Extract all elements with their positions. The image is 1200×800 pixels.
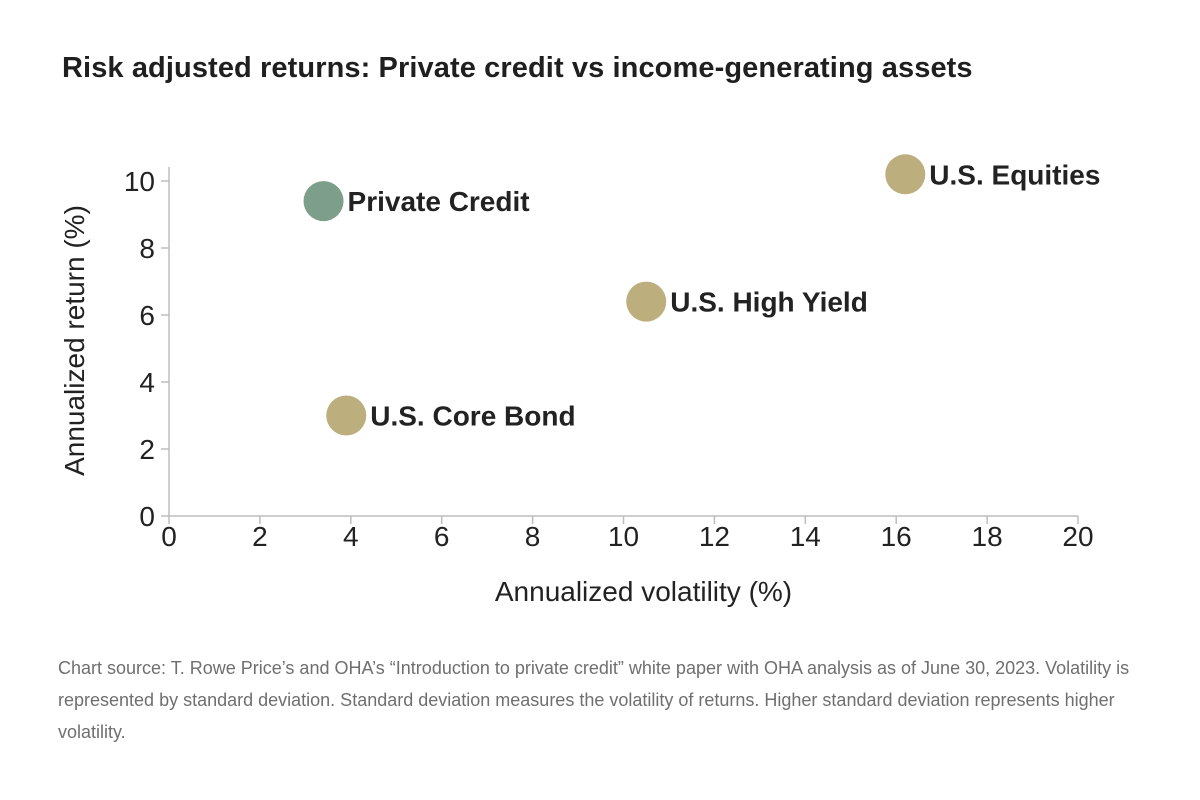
y-tick-label: 0 (139, 501, 155, 532)
data-point (326, 395, 367, 436)
y-tick-label: 10 (124, 166, 155, 197)
x-tick-label: 14 (790, 521, 821, 552)
y-tick-label: 4 (139, 367, 155, 398)
axes: 0 2 4 6 8 10 12 14 16 18 20 0 2 4 6 8 10 (124, 166, 1094, 552)
x-axis-label: Annualized volatility (%) (495, 576, 792, 607)
y-axis-label: Annualized return (%) (59, 205, 90, 476)
data-point-label: U.S. Core Bond (370, 401, 575, 432)
data-points: Private Credit U.S. Equities U.S. High Yie… (303, 154, 1100, 436)
x-tick-label: 2 (252, 521, 268, 552)
data-point-label: Private Credit (348, 186, 530, 217)
chart-title: Risk adjusted returns: Private credit vs… (62, 52, 973, 84)
x-tick-label: 4 (343, 521, 359, 552)
y-tick-label: 2 (139, 434, 155, 465)
data-point (626, 281, 667, 322)
x-tick-label: 6 (434, 521, 450, 552)
data-point-label: U.S. High Yield (670, 287, 868, 318)
x-tick-label: 16 (881, 521, 912, 552)
x-tick-label: 0 (161, 521, 177, 552)
y-tick-label: 8 (139, 233, 155, 264)
data-point (303, 181, 344, 222)
data-point-label: U.S. Equities (929, 159, 1100, 190)
chart-source-note: Chart source: T. Rowe Price’s and OHA’s … (58, 658, 1130, 742)
x-tick-label: 12 (699, 521, 730, 552)
x-tick-label: 8 (525, 521, 541, 552)
y-tick-label: 6 (139, 300, 155, 331)
data-point (885, 154, 926, 195)
x-tick-label: 20 (1062, 521, 1093, 552)
x-tick-label: 10 (608, 521, 639, 552)
x-tick-label: 18 (972, 521, 1003, 552)
